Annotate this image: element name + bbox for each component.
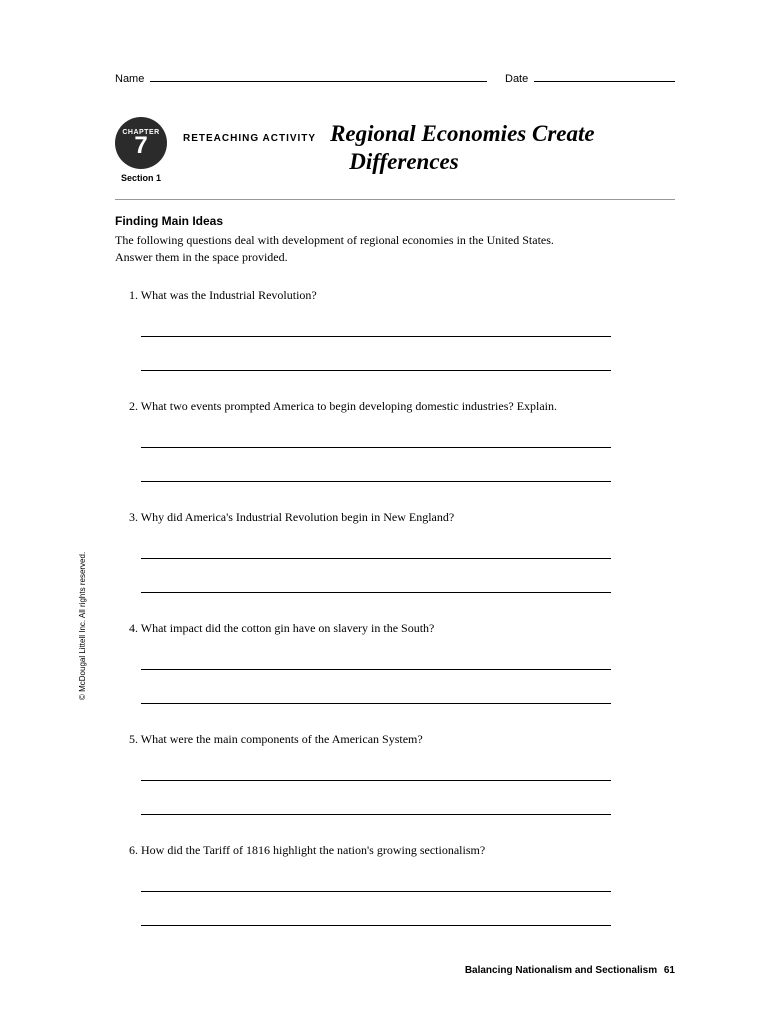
answer-line[interactable] <box>141 652 611 670</box>
question-block: 3. Why did America's Industrial Revoluti… <box>115 510 675 593</box>
date-input-line[interactable] <box>534 70 675 82</box>
name-field: Name <box>115 70 487 85</box>
name-input-line[interactable] <box>150 70 487 82</box>
question-text: 5. What were the main components of the … <box>129 732 675 747</box>
answer-line[interactable] <box>141 686 611 704</box>
question-text: 4. What impact did the cotton gin have o… <box>129 621 675 636</box>
question-block: 4. What impact did the cotton gin have o… <box>115 621 675 704</box>
question-block: 6. How did the Tariff of 1816 highlight … <box>115 843 675 926</box>
question-text: 1. What was the Industrial Revolution? <box>129 288 675 303</box>
answer-line[interactable] <box>141 464 611 482</box>
answer-line[interactable] <box>141 353 611 371</box>
activity-type: RETEACHING ACTIVITY <box>183 133 316 144</box>
date-label: Date <box>505 73 528 85</box>
question-block: 1. What was the Industrial Revolution? <box>115 288 675 371</box>
chapter-header: CHAPTER 7 Section 1 RETEACHING ACTIVITY … <box>115 115 675 183</box>
instructions: The following questions deal with develo… <box>115 232 565 266</box>
footer-title: Balancing Nationalism and Sectionalism <box>465 965 657 976</box>
answer-line[interactable] <box>141 763 611 781</box>
answer-line[interactable] <box>141 797 611 815</box>
page-footer: Balancing Nationalism and Sectionalism 6… <box>465 965 675 976</box>
date-field: Date <box>505 70 675 85</box>
answer-line[interactable] <box>141 874 611 892</box>
question-text: 3. Why did America's Industrial Revoluti… <box>129 510 675 525</box>
main-title-line1: Regional Economies Create <box>330 121 595 146</box>
answer-line[interactable] <box>141 908 611 926</box>
question-text: 6. How did the Tariff of 1816 highlight … <box>129 843 675 858</box>
main-title-line2: Differences <box>133 149 675 175</box>
answer-line[interactable] <box>141 430 611 448</box>
copyright-text: © McDougal Littell Inc. All rights reser… <box>78 552 87 700</box>
answer-line[interactable] <box>141 319 611 337</box>
section-heading: Finding Main Ideas <box>115 214 675 228</box>
question-block: 5. What were the main components of the … <box>115 732 675 815</box>
divider-line <box>115 199 675 200</box>
question-block: 2. What two events prompted America to b… <box>115 399 675 482</box>
question-text: 2. What two events prompted America to b… <box>129 399 675 414</box>
answer-line[interactable] <box>141 575 611 593</box>
footer-page: 61 <box>664 965 675 976</box>
title-column: RETEACHING ACTIVITY Regional Economies C… <box>183 115 675 175</box>
name-date-row: Name Date <box>115 70 675 85</box>
answer-line[interactable] <box>141 541 611 559</box>
name-label: Name <box>115 73 144 85</box>
